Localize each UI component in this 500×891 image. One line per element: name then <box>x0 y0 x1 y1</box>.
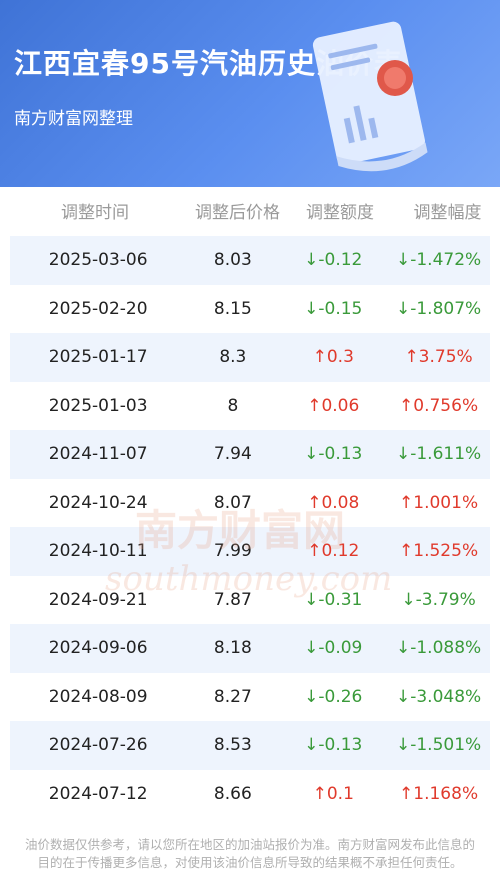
cell-change: ↓-0.09 <box>304 638 363 659</box>
cell-price: 8.15 <box>213 298 252 319</box>
cell-percent: ↑1.001% <box>399 492 479 513</box>
table-row: 2024-08-09 8.27 ↓-0.26 ↓-3.048% <box>10 673 490 722</box>
table-row: 2024-11-07 7.94 ↓-0.13 ↓-1.611% <box>10 430 490 479</box>
table-row: 2024-10-24 8.07 ↑0.08 ↑1.001% <box>10 479 490 528</box>
cell-percent: ↑0.756% <box>399 395 479 416</box>
cell-percent: ↓-3.048% <box>395 686 482 707</box>
cell-percent: ↓-1.807% <box>395 298 482 319</box>
cell-price: 7.87 <box>213 589 252 610</box>
cell-date: 2024-10-11 <box>48 541 148 562</box>
table-row: 2024-09-21 7.87 ↓-0.31 ↓-3.79% <box>10 576 490 625</box>
cell-date: 2025-01-03 <box>48 395 148 416</box>
cell-price: 8.03 <box>213 250 252 271</box>
disclaimer: 油价数据仅供参考，请以您所在地区的加油站报价为准。南方财富网发布此信息的 目的在… <box>0 836 500 872</box>
cell-change: ↑0.3 <box>312 347 354 368</box>
cell-percent: ↑1.168% <box>399 783 479 804</box>
table-header: 调整时间 调整后价格 调整额度 调整幅度 <box>0 190 500 230</box>
column-header-price: 调整后价格 <box>195 202 280 223</box>
table-row: 2025-02-20 8.15 ↓-0.15 ↓-1.807% <box>10 285 490 334</box>
cell-price: 8 <box>227 395 239 416</box>
cell-price: 8.27 <box>213 686 252 707</box>
cell-change: ↑0.06 <box>307 395 360 416</box>
table-row: 2024-07-26 8.53 ↓-0.13 ↓-1.501% <box>10 721 490 770</box>
page-header: 江西宜春95号汽油历史油价表 南方财富网整理 <box>0 0 500 187</box>
cell-price: 8.18 <box>213 638 252 659</box>
table-row: 2024-07-12 8.66 ↑0.1 ↑1.168% <box>10 770 490 819</box>
cell-price: 8.07 <box>213 492 252 513</box>
cell-percent: ↓-1.088% <box>395 638 482 659</box>
cell-change: ↓-0.31 <box>304 589 363 610</box>
disclaimer-line-1: 油价数据仅供参考，请以您所在地区的加油站报价为准。南方财富网发布此信息的 <box>24 837 475 852</box>
cell-percent: ↓-1.472% <box>395 250 482 271</box>
cell-date: 2024-08-09 <box>48 686 148 707</box>
cell-percent: ↓-3.79% <box>401 589 476 610</box>
cell-percent: ↓-1.501% <box>395 735 482 756</box>
cell-price: 7.94 <box>213 444 252 465</box>
cell-price: 8.53 <box>213 735 252 756</box>
cell-price: 7.99 <box>213 541 252 562</box>
cell-change: ↑0.1 <box>312 783 354 804</box>
cell-change: ↑0.08 <box>307 492 360 513</box>
page-subtitle: 南方财富网整理 <box>14 109 133 129</box>
column-header-percent: 调整幅度 <box>413 202 482 223</box>
table-row: 2024-10-11 7.99 ↑0.12 ↑1.525% <box>10 527 490 576</box>
cell-change: ↓-0.13 <box>304 444 363 465</box>
cell-date: 2024-09-21 <box>48 589 148 610</box>
column-header-date: 调整时间 <box>61 202 129 223</box>
cell-date: 2025-03-06 <box>48 250 148 271</box>
cell-price: 8.66 <box>213 783 252 804</box>
cell-change: ↓-0.13 <box>304 735 363 756</box>
cell-change: ↓-0.26 <box>304 686 363 707</box>
table-row: 2025-01-03 8 ↑0.06 ↑0.756% <box>10 382 490 431</box>
cell-date: 2024-07-12 <box>48 783 148 804</box>
cell-price: 8.3 <box>219 347 247 368</box>
table-row: 2025-01-17 8.3 ↑0.3 ↑3.75% <box>10 333 490 382</box>
cell-change: ↓-0.15 <box>304 298 363 319</box>
cell-percent: ↑3.75% <box>404 347 473 368</box>
cell-percent: ↑1.525% <box>399 541 479 562</box>
table-row: 2025-03-06 8.03 ↓-0.12 ↓-1.472% <box>10 236 490 285</box>
cell-date: 2024-09-06 <box>48 638 148 659</box>
column-header-change: 调整额度 <box>306 202 374 223</box>
cell-change: ↓-0.12 <box>304 250 363 271</box>
cell-date: 2025-02-20 <box>48 298 148 319</box>
table-row: 2024-09-06 8.18 ↓-0.09 ↓-1.088% <box>10 624 490 673</box>
disclaimer-line-2: 目的在于传播更多信息，对使用该油价信息所导致的结果概不承担任何责任。 <box>37 855 463 870</box>
document-chart-icon <box>312 21 428 172</box>
cell-change: ↑0.12 <box>307 541 360 562</box>
cell-date: 2024-07-26 <box>48 735 148 756</box>
cell-date: 2024-11-07 <box>48 444 148 465</box>
cell-date: 2024-10-24 <box>48 492 148 513</box>
price-table: 2025-03-06 8.03 ↓-0.12 ↓-1.472% 2025-02-20 8.… <box>10 236 490 818</box>
cell-percent: ↓-1.611% <box>395 444 482 465</box>
cell-date: 2025-01-17 <box>48 347 148 368</box>
